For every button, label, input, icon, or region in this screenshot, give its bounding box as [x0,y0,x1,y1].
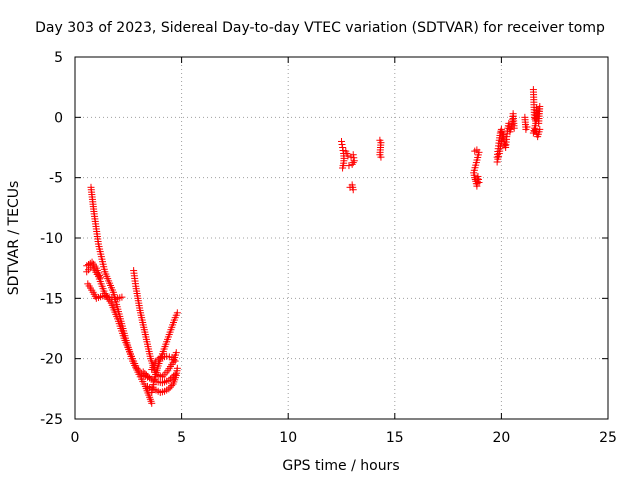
data-point [349,186,357,194]
data-point [118,293,126,301]
data-point [501,142,509,150]
data-point [170,372,178,380]
data-point [475,178,483,186]
data-point [165,385,173,393]
axis-ticks: 0 5 10 15 20 25 5 0 -5 -10 -15 -20 -25 [40,50,617,446]
data-point [168,382,176,390]
data-point [144,372,152,380]
x-axis-label: GPS time / hours [282,458,399,474]
data-point [148,399,156,407]
y-tick-label: -25 [40,412,63,428]
y-tick-label: -20 [40,352,63,368]
data-point [536,125,544,133]
x-tick-label: 0 [71,430,80,446]
data-point [344,152,352,160]
data-point [172,349,180,357]
data-point [166,383,174,391]
plot-frame [74,56,609,420]
data-point [348,160,356,168]
y-tick-label: 0 [54,110,63,126]
data-point [474,172,482,180]
data-point [165,376,173,384]
data-point [377,153,385,161]
data-point [168,353,176,361]
x-tick-label: 20 [492,430,510,446]
data-point [142,371,150,379]
data-point [345,162,353,170]
data-point [134,366,142,374]
data-point [350,157,358,165]
data-point [83,262,91,270]
data-point [471,174,479,182]
data-point [86,259,94,267]
data-point [500,130,508,138]
data-point [350,154,358,162]
data-point [349,159,357,167]
data-point [171,370,179,378]
data-point [141,369,149,377]
x-tick-label: 25 [599,430,617,446]
x-tick-label: 10 [279,430,297,446]
data-point [139,368,147,376]
data-point [166,375,174,383]
data-point [510,124,518,132]
data-point [173,309,181,317]
y-tick-label: 5 [54,50,63,66]
data-point [171,357,179,365]
y-tick-label: -10 [40,231,63,247]
data-point [173,364,181,372]
data-point [523,123,531,131]
data-point [170,355,178,363]
data-point [168,373,176,381]
x-tick-label: 15 [386,430,404,446]
data-point [339,144,347,151]
data-point [97,274,105,282]
data-points [83,86,544,407]
chart-title: Day 303 of 2023, Sidereal Day-to-day VTE… [35,20,605,36]
y-tick-label: -15 [40,291,63,307]
data-point [339,164,347,172]
data-point [349,151,357,159]
data-point [133,364,141,372]
y-axis-label: SDTVAR / TECUs [6,181,22,296]
data-point [529,129,537,137]
x-tick-label: 5 [177,430,186,446]
y-tick-label: -5 [49,171,63,187]
data-point [338,140,346,148]
data-point [474,175,482,183]
data-point [338,137,345,145]
